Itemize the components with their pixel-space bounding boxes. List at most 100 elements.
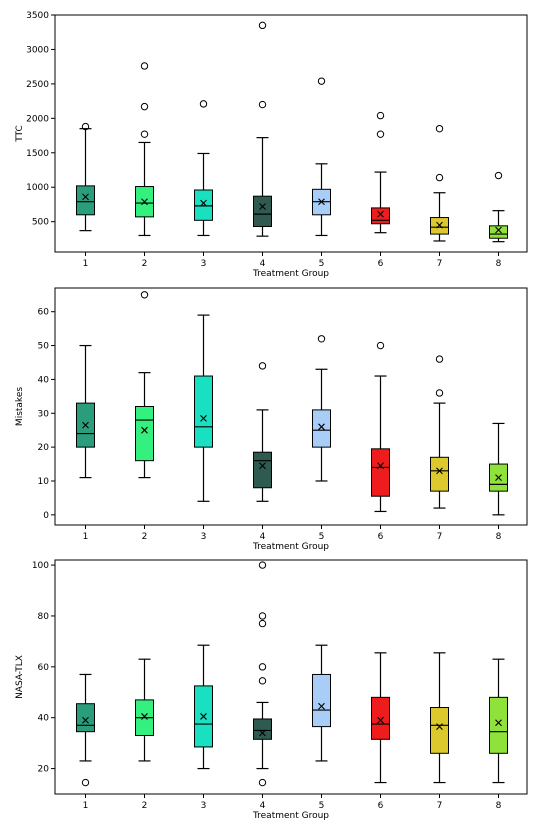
chart-1-y-axis-label: TTC: [15, 125, 25, 143]
chart-3-mean-marker-7: [436, 723, 443, 730]
chart-3-x-tick-label: 6: [378, 801, 384, 811]
chart-1-outlier-5: [317, 77, 326, 85]
chart-2-box-2: [135, 406, 154, 462]
chart-3-x-tick-label: 8: [496, 801, 502, 811]
chart-2-mean-marker-5: [318, 423, 325, 431]
chart-3-y-tick-label: 80: [38, 612, 50, 622]
chart-1-mean-marker-4: [259, 203, 266, 210]
chart-3-y-axis-label: NASA-TLX: [15, 655, 25, 699]
chart-3-x-tick-label: 1: [83, 801, 89, 811]
chart-1-x-tick-label: 2: [142, 259, 148, 269]
chart-1-mean-marker-5: [318, 198, 325, 206]
chart-3-outlier-4: [258, 612, 267, 620]
chart-1-y-tick-label: 1500: [26, 149, 49, 159]
chart-2-x-tick-label: 8: [496, 532, 502, 542]
chart-2-box-3: [194, 375, 213, 448]
chart-3-box-4: [253, 718, 272, 740]
chart-2-outlier-5: [317, 335, 326, 343]
chart-1-box-4: [253, 195, 272, 228]
chart-1-outlier-6: [376, 130, 385, 138]
chart-2-mean-marker-7: [436, 467, 443, 475]
chart-1-y-tick-label: 2500: [26, 80, 49, 90]
chart-1-outlier-7: [435, 124, 444, 133]
chart-1-x-tick-label: 4: [260, 259, 266, 269]
chart-1-y-tick-label: 1000: [26, 183, 49, 193]
chart-2-y-axis-label: Mistakes: [15, 387, 25, 426]
chart-3-x-tick-label: 2: [142, 801, 148, 811]
chart-1-box-1: [76, 185, 95, 216]
chart-3-mean-marker-3: [200, 713, 207, 720]
chart-1-box-3: [194, 189, 213, 221]
chart-2-mean-marker-8: [495, 474, 502, 481]
chart-2-outlier-2: [140, 291, 149, 299]
chart-1-outlier-1: [81, 122, 90, 131]
chart-1-box-8: [489, 225, 508, 239]
chart-1-x-tick-label: 6: [378, 259, 384, 269]
chart-2-x-tick-label: 5: [319, 532, 325, 542]
chart-1-mean-marker-1: [82, 193, 89, 201]
chart-1-mean-marker-7: [436, 221, 443, 229]
chart-2-x-tick-label: 2: [142, 532, 148, 542]
chart-2-outlier-7: [435, 389, 444, 397]
chart-1-outlier-4: [258, 21, 267, 30]
chart-1-y-tick-label: 500: [32, 218, 49, 228]
chart-3-y-tick-label: 40: [38, 714, 50, 724]
chart-2-mean-marker-2: [141, 426, 148, 434]
chart-1-y-tick-label: 2000: [26, 114, 49, 124]
chart-2-y-tick-label: 40: [38, 375, 50, 385]
chart-1-y-tick-label: 3500: [26, 11, 49, 21]
chart-3-x-tick-label: 4: [260, 801, 266, 811]
chart-3-outlier-4: [258, 663, 267, 671]
chart-3-y-tick-label: 20: [38, 765, 50, 775]
chart-1-outlier-2: [140, 62, 149, 70]
chart-2-box-4: [253, 451, 272, 489]
chart-3-outlier-4: [258, 561, 267, 569]
chart-3-y-tick-label: 100: [32, 561, 49, 571]
chart-3-mean-marker-4: [259, 729, 266, 737]
chart-3-axes-frame: [54, 559, 528, 795]
chart-2-outlier-4: [258, 362, 267, 370]
chart-3-y-tick-label: 60: [38, 663, 50, 673]
chart-2-y-tick-label: 30: [38, 409, 50, 419]
chart-2-outlier-7: [435, 355, 444, 363]
chart-1-axes-frame: [54, 14, 528, 253]
chart-3-mean-marker-5: [318, 702, 325, 710]
chart-2-box-7: [430, 456, 449, 492]
chart-1-outlier-3: [199, 100, 208, 108]
chart-2-y-tick-label: 60: [38, 308, 50, 318]
chart-1-outlier-2: [140, 130, 149, 138]
chart-1-mean-marker-6: [377, 210, 384, 218]
chart-2-mean-marker-4: [259, 462, 266, 470]
chart-2-x-axis-label: Treatment Group: [252, 542, 329, 552]
chart-2-mean-marker-3: [200, 414, 207, 422]
chart-3-mean-marker-8: [495, 719, 502, 727]
chart-1-y-tick-label: 3000: [26, 45, 49, 55]
chart-1-x-tick-label: 8: [496, 259, 502, 269]
chart-1-outlier-6: [376, 111, 385, 120]
chart-1-x-tick-label: 7: [437, 259, 443, 269]
chart-2-outlier-6: [376, 341, 385, 350]
chart-3-outlier-1: [81, 778, 90, 787]
chart-2-mean-marker-6: [377, 462, 384, 470]
chart-3-mean-marker-1: [82, 716, 89, 724]
chart-1-x-tick-label: 3: [201, 259, 207, 269]
chart-3-outlier-4: [258, 778, 267, 787]
chart-1-box-6: [371, 207, 390, 225]
chart-3-outlier-4: [258, 619, 267, 628]
chart-2-box-5: [312, 409, 331, 448]
chart-3-mean-marker-2: [141, 713, 148, 720]
chart-3-box-1: [76, 703, 95, 733]
chart-1-outlier-8: [494, 171, 503, 180]
chart-2-x-tick-label: 4: [260, 532, 266, 542]
chart-2-y-tick-label: 20: [38, 443, 50, 453]
chart-3-x-tick-label: 7: [437, 801, 443, 811]
chart-3-x-tick-label: 3: [201, 801, 207, 811]
chart-3-box-6: [371, 696, 390, 740]
chart-2-x-tick-label: 6: [378, 532, 384, 542]
chart-3-box-5: [312, 673, 331, 728]
chart-1-outlier-2: [140, 102, 149, 111]
chart-2-box-6: [371, 448, 390, 497]
chart-3-box-7: [430, 707, 449, 754]
chart-3-outlier-4: [258, 677, 267, 685]
